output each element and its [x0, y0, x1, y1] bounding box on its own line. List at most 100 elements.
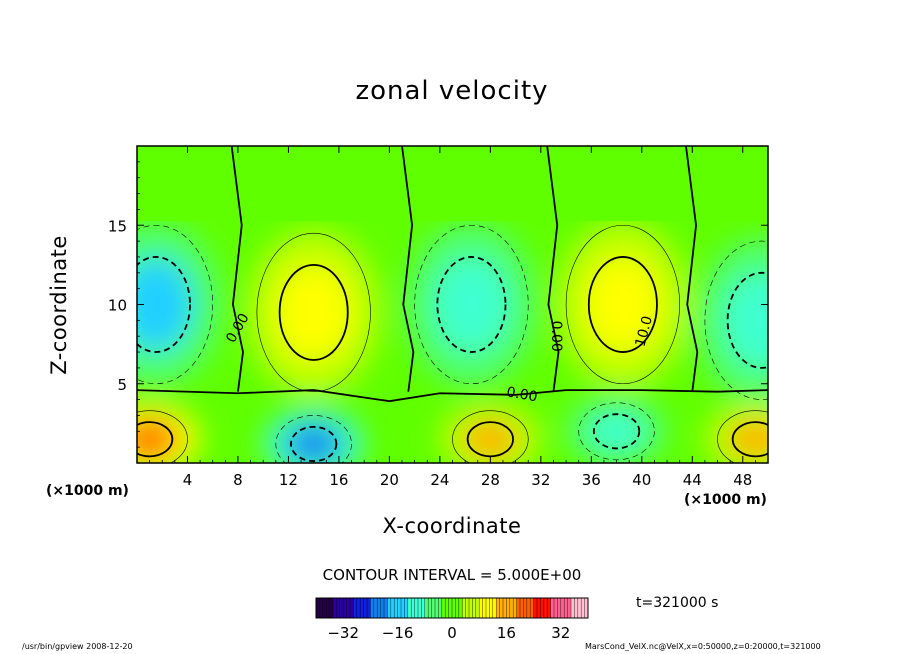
colorbar-swatch-16	[370, 598, 375, 618]
colorbar-swatch-71	[557, 598, 562, 618]
field-core-4	[724, 273, 768, 367]
x-tick-label-2: 12	[279, 471, 298, 489]
x-tick-label-7: 32	[531, 471, 550, 489]
contour-8-0	[578, 402, 655, 461]
colorbar-swatch-32	[424, 598, 429, 618]
x-tick-label-6: 28	[481, 471, 500, 489]
x-tick-label-4: 20	[380, 471, 399, 489]
colorbar-swatch-17	[373, 598, 378, 618]
colorbar-swatch-13	[360, 598, 364, 618]
colorbar-swatch-49	[482, 598, 487, 618]
colorbar-swatch-77	[577, 598, 582, 618]
colorbar-swatch-50	[486, 598, 490, 618]
zero-contour-vertical-1	[401, 146, 415, 392]
colorbar-swatch-30	[418, 598, 422, 618]
colorbar-swatch-27	[407, 598, 412, 618]
colorbar-swatch-0	[316, 598, 320, 618]
x-tick-label-3: 16	[329, 471, 348, 489]
contour-4-1	[726, 271, 768, 369]
contour-lines	[137, 146, 768, 463]
colorbar-swatch-41	[455, 598, 460, 618]
colorbar-swatch-51	[489, 598, 494, 618]
colorbar-swatch-63	[530, 598, 534, 618]
contour-6-0	[275, 415, 352, 463]
colorbar-swatch-48	[479, 598, 483, 618]
colorbar-swatch-18	[377, 598, 381, 618]
field-core-1	[276, 265, 351, 360]
x-unit-label-left: (×1000 m)	[46, 483, 129, 499]
colorbar-swatch-56	[506, 598, 511, 618]
colorbar-swatch-73	[564, 598, 568, 618]
contour-1-1	[278, 263, 349, 361]
colorbar-swatch-6	[336, 598, 341, 618]
colorbar-swatch-37	[441, 598, 446, 618]
colorbar-swatch-14	[363, 598, 368, 618]
colorbar-swatch-74	[567, 598, 572, 618]
field-core-9	[727, 419, 768, 460]
colorbar-swatch-7	[339, 598, 344, 618]
colorbar-swatch-58	[513, 598, 517, 618]
colorbar-swatch-70	[554, 598, 558, 618]
colorbar-swatch-54	[499, 598, 504, 618]
field-core-2	[434, 257, 509, 352]
colorbar-swatch-53	[496, 598, 500, 618]
x-tick-label-0: 4	[183, 471, 193, 489]
contour-0-0	[137, 224, 214, 385]
colorbar-swatch-67	[543, 598, 548, 618]
colorbar-swatch-45	[469, 598, 473, 618]
x-tick-label-1: 8	[233, 471, 243, 489]
colorbar-swatch-60	[520, 598, 524, 618]
field-core-6	[285, 424, 342, 463]
colorbar-swatch-38	[445, 598, 449, 618]
x-tick-label-5: 24	[430, 471, 449, 489]
colorbar-swatch-44	[465, 598, 470, 618]
colorbar-tick-label-2: 0	[447, 624, 457, 642]
contour-label-3: 10.0	[633, 314, 657, 348]
colorbar-swatch-9	[346, 598, 351, 618]
colorbar-swatch-33	[428, 598, 432, 618]
colorbar-swatch-10	[350, 598, 354, 618]
colorbar-swatch-8	[343, 598, 347, 618]
colorbar-swatch-29	[414, 598, 419, 618]
colorbar-swatch-72	[560, 598, 565, 618]
contour-1-0	[256, 232, 371, 392]
colorbar-swatch-40	[452, 598, 456, 618]
colorbar-swatch-25	[401, 598, 405, 618]
contour-4-0	[704, 240, 768, 400]
field-core-0	[137, 257, 194, 352]
x-tick-label-10: 44	[683, 471, 702, 489]
x-tick-label-9: 40	[632, 471, 651, 489]
colorbar-swatch-3	[326, 598, 330, 618]
zero-contour-vertical-3	[685, 146, 699, 392]
colorbar-swatch-12	[356, 598, 361, 618]
colorbar-swatch-43	[462, 598, 466, 618]
colorbar-swatch-15	[367, 598, 371, 618]
contour-2-1	[436, 256, 507, 353]
colorbar-swatch-59	[516, 598, 521, 618]
colorbar-swatch-35	[435, 598, 439, 618]
colorbar-swatch-46	[472, 598, 477, 618]
contour-3-0	[565, 224, 680, 385]
colorbar-swatch-11	[353, 598, 358, 618]
contour-0-1	[137, 256, 191, 353]
y-axis-label: Z-coordinate	[47, 235, 71, 375]
colorbar: −32 −16 0 16 32	[315, 597, 589, 642]
chart-title: zonal velocity	[355, 76, 549, 106]
colorbar-swatch-4	[329, 598, 334, 618]
colorbar-swatch-19	[380, 598, 385, 618]
colorbar-swatch-62	[526, 598, 531, 618]
colorbar-swatch-2	[322, 598, 327, 618]
contour-2-0	[414, 224, 529, 385]
colorbar-tick-label-0: −32	[327, 624, 359, 642]
zero-contour-vertical-0	[230, 146, 244, 392]
colorbar-swatch-78	[581, 598, 585, 618]
colorbar-swatch-5	[333, 598, 337, 618]
colorbar-swatch-1	[319, 598, 324, 618]
x-tick-label-11: 48	[733, 471, 752, 489]
colorbar-swatch-22	[390, 598, 395, 618]
colorbar-tick-label-1: −16	[382, 624, 414, 642]
zero-contour-vertical-2	[546, 146, 560, 392]
colorbar-swatch-66	[540, 598, 545, 618]
